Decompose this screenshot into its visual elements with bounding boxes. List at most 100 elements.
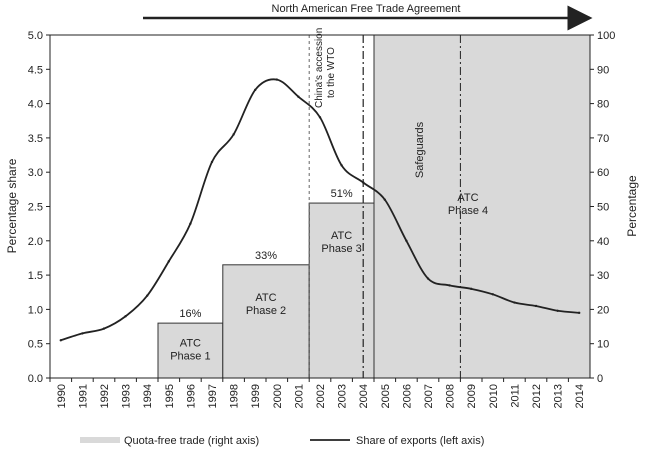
x-tick-label: 2007 [423, 384, 435, 408]
phase-pct-label-1: 16% [179, 308, 201, 320]
x-tick-label: 1999 [250, 384, 262, 408]
x-tick-label: 2012 [531, 384, 543, 408]
data-point-1990 [59, 339, 62, 342]
right-tick-label: 30 [597, 270, 609, 282]
x-tick-label: 2002 [315, 384, 327, 408]
left-tick-label: 1.0 [28, 304, 43, 316]
data-point-1994 [146, 294, 149, 297]
x-axis-ticks: 1990 1991 1992 1993 1994 1995 1996 1997 1998 1999… [49, 378, 586, 408]
phase-label-2-line2: Phase 2 [246, 305, 286, 317]
data-point-2013 [556, 309, 559, 312]
right-tick-label: 10 [597, 339, 609, 351]
left-tick-label: 3.0 [28, 167, 43, 179]
data-point-2009 [470, 287, 473, 291]
x-tick-label: 1997 [207, 384, 219, 408]
x-tick-label: 2008 [445, 384, 457, 408]
right-tick-label: 0 [597, 373, 603, 385]
phase-pct-label-2: 33% [255, 250, 277, 262]
data-point-2011 [513, 301, 516, 304]
right-tick-label: 100 [597, 30, 615, 42]
data-point-2005 [383, 198, 386, 201]
legend: Quota-free trade (right axis) Share of e… [80, 435, 484, 447]
x-tick-label: 2001 [293, 384, 305, 408]
data-point-1998 [232, 133, 235, 136]
left-tick-label: 4.5 [28, 64, 43, 76]
data-point-1993 [124, 315, 127, 318]
x-tick-label: 1994 [142, 384, 154, 408]
legend-swatch-quota-free [80, 437, 120, 443]
x-tick-label: 1996 [185, 384, 197, 408]
series-layer [59, 78, 581, 342]
data-point-2004 [362, 181, 365, 184]
data-point-2000 [275, 78, 278, 81]
x-tick-label: 2000 [272, 384, 284, 408]
left-tick-label: 2.0 [28, 236, 43, 248]
left-tick-label: 2.5 [28, 202, 43, 214]
data-point-2007 [426, 277, 430, 280]
right-tick-label: 50 [597, 202, 609, 214]
right-axis-ticks: 0 10 20 30 40 50 60 70 80 90 100 [590, 30, 615, 385]
data-point-1997 [210, 160, 214, 164]
data-point-1992 [102, 327, 106, 330]
x-tick-label: 1995 [164, 384, 176, 408]
right-tick-label: 80 [597, 99, 609, 111]
left-tick-label: 0.5 [28, 339, 43, 351]
data-point-1991 [81, 332, 84, 335]
event-lines [308, 35, 461, 378]
china-wto-label-line2: to the WTO [326, 47, 337, 98]
china-wto-label-line1: China's accession [314, 28, 325, 108]
data-point-2001 [297, 95, 300, 98]
data-point-2006 [405, 239, 408, 242]
x-tick-label: 1991 [77, 384, 89, 408]
x-tick-label: 1990 [56, 384, 68, 408]
x-tick-label: 2006 [401, 384, 413, 408]
legend-label-share-of-exports: Share of exports (left axis) [356, 435, 484, 447]
x-tick-label: 1998 [229, 384, 241, 408]
legend-label-quota-free: Quota-free trade (right axis) [124, 435, 259, 447]
right-axis-label: Percentage [625, 175, 639, 237]
x-tick-label: 2004 [358, 384, 370, 408]
data-point-1995 [167, 260, 170, 263]
data-point-2014 [578, 311, 581, 315]
data-point-2002 [318, 116, 322, 119]
right-tick-label: 60 [597, 167, 609, 179]
data-point-1996 [189, 222, 192, 225]
safeguards-label: Safeguards [414, 121, 426, 178]
data-point-2003 [340, 164, 343, 167]
phase-label-1-line2: Phase 1 [170, 351, 210, 363]
nafta-annotation: North American Free Trade Agreement [143, 3, 593, 31]
x-tick-label: 1992 [99, 384, 111, 408]
nafta-label: North American Free Trade Agreement [272, 3, 461, 15]
data-point-2012 [534, 304, 538, 308]
data-point-2010 [491, 293, 494, 296]
phase-label-2-line1: ATC [255, 292, 276, 304]
right-tick-label: 20 [597, 304, 609, 316]
phase-label-1-line1: ATC [180, 338, 201, 350]
right-tick-label: 40 [597, 236, 609, 248]
right-tick-label: 70 [597, 133, 609, 145]
left-tick-label: 1.5 [28, 270, 43, 282]
x-tick-label: 2014 [574, 384, 586, 408]
x-tick-label: 2011 [509, 384, 521, 408]
left-tick-label: 5.0 [28, 30, 43, 42]
left-axis-ticks: 0.0 0.5 1.0 1.5 2.0 2.5 3.0 3.5 4.0 4.5 5.0 [28, 30, 50, 385]
phase-label-3-line2: Phase 3 [321, 243, 361, 255]
phase-pct-label-3: 51% [331, 188, 353, 200]
x-tick-label: 2013 [553, 384, 565, 408]
data-point-2008 [448, 284, 451, 287]
left-tick-label: 4.0 [28, 99, 43, 111]
x-tick-label: 2010 [488, 384, 500, 408]
phase-label-4-line2: Phase 4 [448, 205, 488, 217]
left-tick-label: 0.0 [28, 373, 43, 385]
left-tick-label: 3.5 [28, 133, 43, 145]
x-tick-label: 2009 [466, 384, 478, 408]
phase-label-4-line1: ATC [457, 192, 478, 204]
x-tick-label: 2003 [337, 384, 349, 408]
right-tick-label: 90 [597, 64, 609, 76]
left-axis-label: Percentage share [5, 158, 19, 253]
x-tick-label: 1993 [121, 384, 133, 408]
x-tick-label: 2005 [380, 384, 392, 408]
phase-label-3-line1: ATC [331, 230, 352, 242]
